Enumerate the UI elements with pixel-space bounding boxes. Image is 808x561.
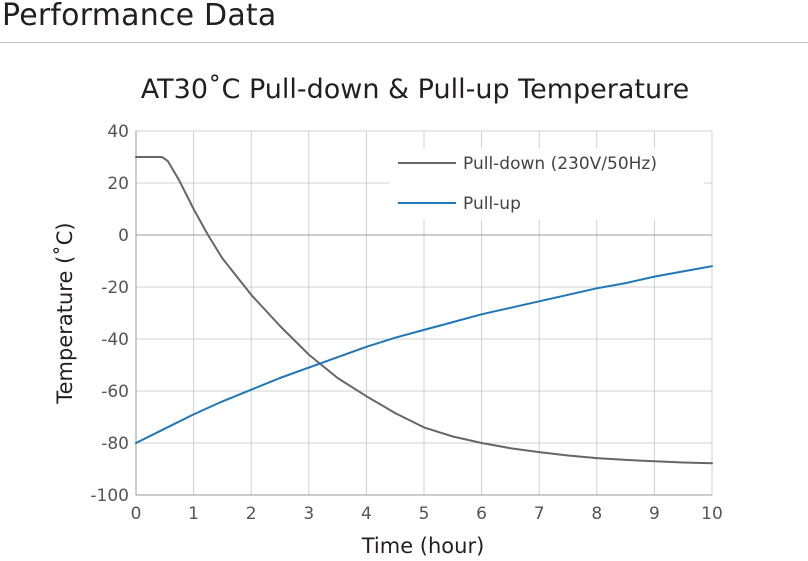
x-axis-label: Time (hour) — [361, 534, 485, 558]
page-heading: Performance Data — [2, 0, 277, 33]
chart-title: AT30˚C Pull-down & Pull-up Temperature — [141, 74, 689, 105]
y-tick-label: 40 — [107, 122, 129, 142]
x-tick-label: 4 — [361, 504, 372, 524]
y-tick-label: 0 — [118, 226, 129, 246]
y-tick-labels: 40 20 0 -20 -40 -60 -80 -100 — [90, 122, 129, 506]
y-tick-label: -60 — [101, 382, 129, 402]
y-tick-label: -40 — [101, 330, 129, 350]
x-tick-label: 2 — [246, 504, 257, 524]
legend-box — [390, 148, 704, 220]
x-tick-label: 6 — [476, 504, 487, 524]
x-tick-labels: 0 1 2 3 4 5 6 7 8 9 10 — [131, 504, 723, 524]
y-tick-label: -80 — [101, 434, 129, 454]
x-tick-label: 1 — [188, 504, 199, 524]
legend: Pull-down (230V/50Hz) Pull-up — [390, 148, 704, 220]
x-tick-label: 10 — [701, 504, 723, 524]
x-tick-label: 7 — [534, 504, 545, 524]
plot-frame — [135, 130, 713, 496]
series-lines — [135, 156, 713, 465]
x-tick-label: 5 — [419, 504, 430, 524]
y-tick-label: -100 — [90, 486, 129, 506]
legend-label-pull-up: Pull-up — [463, 194, 521, 214]
x-tick-label: 0 — [131, 504, 142, 524]
x-tick-label: 8 — [591, 504, 602, 524]
x-tick-label: 3 — [303, 504, 314, 524]
x-tick-label: 9 — [649, 504, 660, 524]
pull-up-line — [135, 265, 713, 444]
y-tick-label: 20 — [107, 174, 129, 194]
pull-down-line — [135, 156, 713, 465]
legend-label-pull-down: Pull-down (230V/50Hz) — [463, 154, 657, 174]
y-tick-label: -20 — [101, 278, 129, 298]
y-axis-label: Temperature (˚C) — [53, 222, 77, 404]
page-header: Performance Data — [0, 0, 808, 43]
